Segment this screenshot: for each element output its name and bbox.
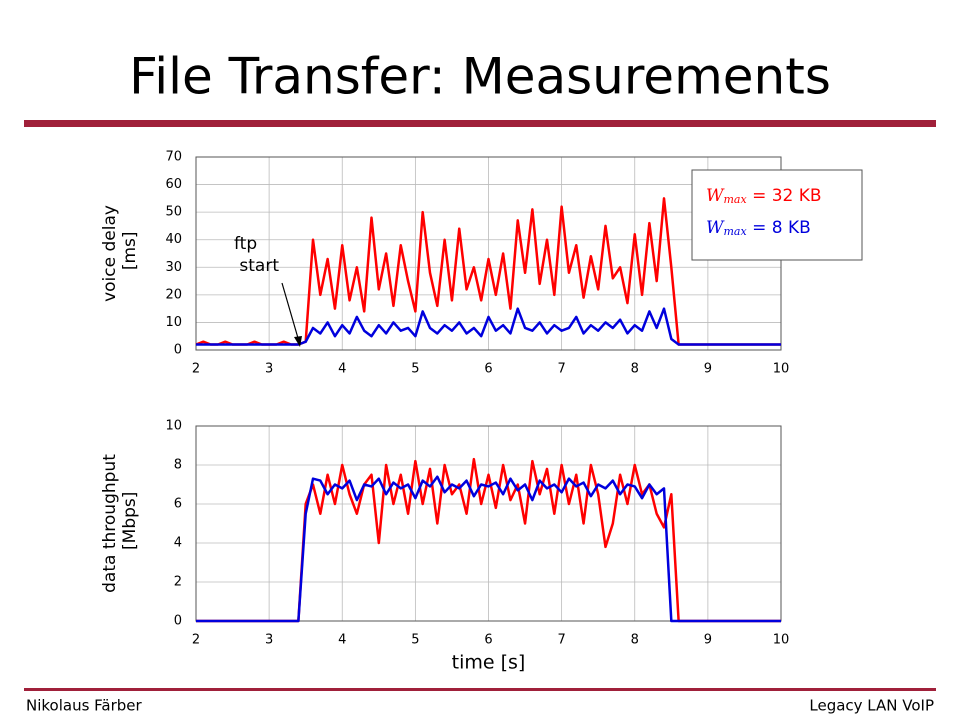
- x-tick-label: 2: [192, 362, 200, 377]
- y-axis-label-line: voice delay: [100, 205, 120, 302]
- legend-subscript: max: [723, 225, 747, 238]
- y-axis-label-line: [ms]: [120, 231, 140, 275]
- x-tick-label: 3: [265, 362, 273, 377]
- y-tick-label: 40: [165, 232, 182, 247]
- data-line: [196, 307, 781, 346]
- legend-entry: Wmax = 32 KB: [706, 186, 822, 207]
- y-axis-label-line: data throughput: [100, 454, 120, 593]
- x-tick-label: 4: [338, 633, 346, 648]
- y-tick-label: 10: [165, 315, 182, 330]
- y-tick-label: 60: [165, 177, 182, 192]
- x-tick-label: 3: [265, 633, 273, 648]
- y-tick-label: 6: [174, 497, 182, 512]
- legend-subscript: max: [723, 193, 747, 206]
- footer-left: Nikolaus Färber: [26, 697, 143, 715]
- legend-symbol: W: [706, 218, 725, 238]
- annotation: ftp start: [234, 234, 279, 276]
- x-tick-label: 10: [773, 362, 790, 377]
- annotation-arrow: [281, 282, 301, 346]
- x-tick-label: 9: [704, 633, 712, 648]
- legend-entry: Wmax = 8 KB: [706, 218, 811, 239]
- x-axis-label: time [s]: [452, 652, 526, 674]
- legend-symbol: W: [706, 186, 725, 206]
- footer-rule: [24, 688, 936, 691]
- plot-frame: [195, 425, 782, 622]
- x-tick-label: 9: [704, 362, 712, 377]
- y-tick-label: 50: [165, 205, 182, 220]
- annotation-arrowhead: [294, 336, 302, 347]
- x-tick-label: 6: [484, 633, 492, 648]
- slide-title: File Transfer: Measurements: [129, 48, 831, 106]
- x-tick-label: 5: [411, 633, 419, 648]
- x-tick-label: 8: [631, 633, 639, 648]
- y-tick-label: 8: [174, 458, 182, 473]
- x-tick-label: 8: [631, 362, 639, 377]
- x-tick-label: 10: [773, 633, 790, 648]
- footer-right: Legacy LAN VoIP: [809, 697, 934, 715]
- y-tick-label: 0: [174, 343, 182, 358]
- y-tick-label: 70: [165, 150, 182, 165]
- x-tick-label: 6: [484, 362, 492, 377]
- legend-box: [691, 169, 863, 261]
- y-tick-label: 4: [174, 536, 182, 551]
- x-tick-label: 7: [557, 362, 565, 377]
- y-tick-label: 2: [174, 575, 182, 590]
- y-tick-label: 20: [165, 287, 182, 302]
- annotation-line: start: [234, 256, 279, 276]
- y-axis-label-line: [Mbps]: [120, 492, 140, 556]
- legend-text: = 8 KB: [747, 218, 811, 238]
- title-rule: [24, 120, 936, 127]
- x-tick-label: 7: [557, 633, 565, 648]
- x-tick-label: 2: [192, 633, 200, 648]
- y-tick-label: 0: [174, 614, 182, 629]
- y-axis-label: voice delay [ms]: [100, 205, 140, 302]
- x-tick-label: 5: [411, 362, 419, 377]
- x-tick-label: 4: [338, 362, 346, 377]
- annotation-line: ftp: [234, 234, 257, 254]
- y-tick-label: 30: [165, 260, 182, 275]
- y-axis-label: data throughput [Mbps]: [100, 454, 140, 593]
- y-tick-label: 10: [165, 419, 182, 434]
- legend-text: = 32 KB: [747, 186, 822, 206]
- data-line: [196, 475, 781, 623]
